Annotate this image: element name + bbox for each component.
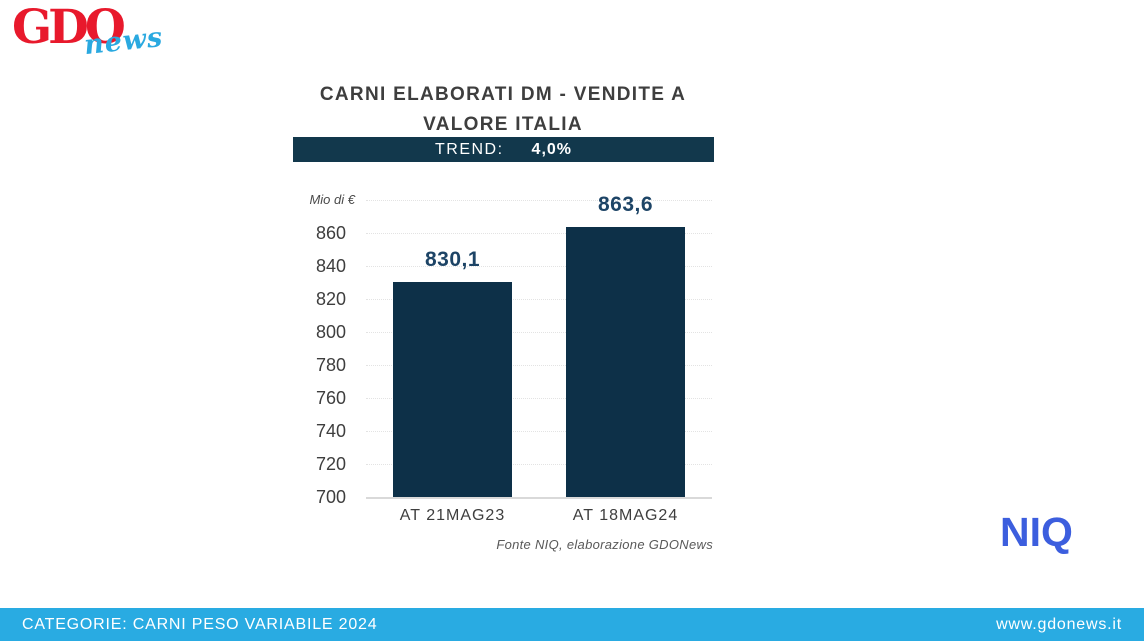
y-tick-label-760: 760 — [315, 388, 346, 408]
y-tick-label-800: 800 — [315, 322, 346, 342]
gridline-740 — [366, 431, 712, 432]
y-tick-label-840: 840 — [315, 256, 346, 276]
trend-label: TREND: — [434, 140, 504, 158]
bar-value-label: 830,1 — [424, 248, 481, 272]
y-axis: 700 720 740 760 780 800 820 840 860 — [288, 200, 356, 507]
y-tick-label-740: 740 — [315, 421, 346, 441]
chart-title-line2: VALORE ITALIA — [423, 114, 583, 135]
y-tick-label-700: 700 — [315, 487, 346, 507]
y-axis-unit-label: Mio di € — [309, 192, 355, 207]
gdo-news-logo: GDO news — [12, 2, 172, 64]
footer-category-text: CATEGORIE: CARNI PESO VARIABILE 2024 — [22, 615, 378, 633]
gridline-800 — [366, 332, 712, 333]
gridline-780 — [366, 365, 712, 366]
y-tick-label-860: 860 — [315, 223, 346, 243]
trend-banner: TREND: 4,0% — [293, 137, 714, 162]
y-tick-label-780: 780 — [315, 355, 346, 375]
chart-title-line1: CARNI ELABORATI DM - VENDITE A — [319, 84, 687, 105]
gridline-720 — [366, 464, 712, 465]
footer-bar: CATEGORIE: CARNI PESO VARIABILE 2024 www… — [0, 608, 1144, 641]
bar-AT 21MAG23 — [393, 282, 512, 497]
chart-title: CARNI ELABORATI DM - VENDITE A VALORE IT… — [233, 80, 773, 140]
y-tick-label-820: 820 — [315, 289, 346, 309]
gridline-860 — [366, 233, 712, 234]
y-tick-label-720: 720 — [315, 454, 346, 474]
bar-AT 18MAG24 — [566, 227, 685, 497]
gdo-logo-text: GDO — [12, 0, 126, 55]
gridline-840 — [366, 266, 712, 267]
bar-value-label: 863,6 — [597, 193, 654, 217]
gridline-820 — [366, 299, 712, 300]
gridline-880 — [366, 200, 712, 201]
plot-area: 830,1 AT 21MAG23 863,6 AT 18MAG24 — [366, 193, 712, 524]
x-axis-label: AT 18MAG24 — [572, 507, 679, 524]
x-axis-label: AT 21MAG23 — [399, 507, 506, 524]
footer-website-url: www.gdonews.it — [996, 615, 1122, 633]
niq-logo: NIQ — [1000, 509, 1073, 555]
gridline-700 — [366, 497, 712, 499]
gridline-760 — [366, 398, 712, 399]
source-footnote: Fonte NIQ, elaborazione GDONews — [496, 537, 713, 552]
trend-value: 4,0% — [531, 140, 573, 158]
